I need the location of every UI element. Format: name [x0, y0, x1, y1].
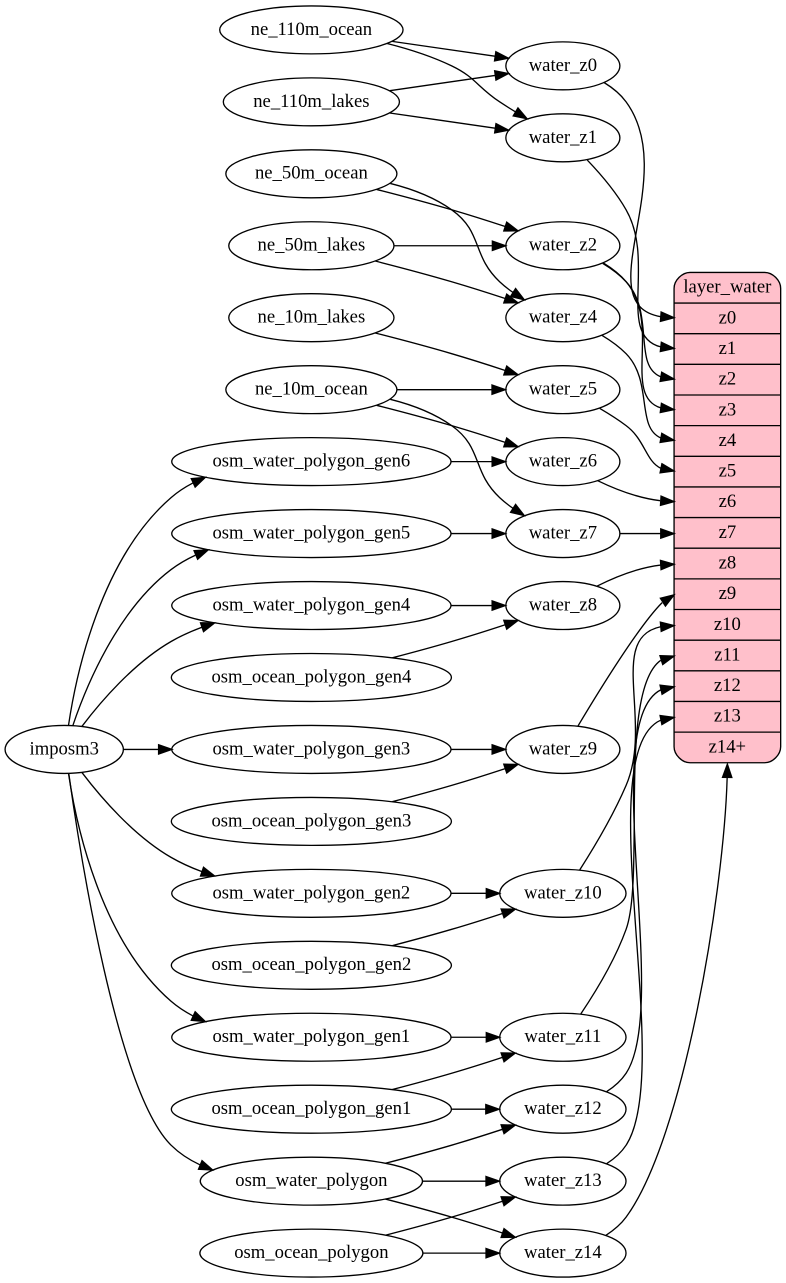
svg-text:water_z8: water_z8	[529, 594, 597, 615]
svg-text:water_z2: water_z2	[529, 235, 597, 256]
svg-text:z9: z9	[719, 583, 737, 604]
svg-text:water_z0: water_z0	[529, 55, 597, 76]
svg-text:z13: z13	[714, 706, 741, 727]
svg-text:z14+: z14+	[709, 736, 746, 757]
svg-text:osm_ocean_polygon_gen4: osm_ocean_polygon_gen4	[211, 666, 412, 687]
svg-text:z2: z2	[719, 369, 737, 390]
svg-text:water_z4: water_z4	[529, 307, 598, 328]
svg-text:z12: z12	[714, 675, 741, 696]
svg-text:osm_water_polygon_gen5: osm_water_polygon_gen5	[212, 522, 410, 543]
svg-text:osm_water_polygon_gen6: osm_water_polygon_gen6	[212, 451, 410, 472]
svg-text:water_z10: water_z10	[524, 882, 602, 903]
svg-text:z5: z5	[719, 461, 737, 482]
svg-text:osm_ocean_polygon: osm_ocean_polygon	[234, 1242, 389, 1263]
svg-text:osm_water_polygon: osm_water_polygon	[235, 1170, 388, 1191]
svg-text:water_z6: water_z6	[529, 451, 597, 472]
svg-text:z10: z10	[714, 614, 741, 635]
svg-text:water_z9: water_z9	[529, 738, 597, 759]
svg-text:osm_water_polygon_gen3: osm_water_polygon_gen3	[212, 738, 410, 759]
svg-text:water_z14: water_z14	[524, 1242, 602, 1263]
svg-text:osm_ocean_polygon_gen1: osm_ocean_polygon_gen1	[211, 1098, 411, 1119]
svg-text:z4: z4	[719, 430, 737, 451]
svg-text:z7: z7	[719, 522, 737, 543]
svg-text:ne_10m_lakes: ne_10m_lakes	[258, 307, 366, 328]
svg-text:osm_ocean_polygon_gen2: osm_ocean_polygon_gen2	[211, 954, 411, 975]
svg-text:ne_50m_lakes: ne_50m_lakes	[258, 235, 366, 256]
svg-text:osm_ocean_polygon_gen3: osm_ocean_polygon_gen3	[211, 810, 411, 831]
svg-text:z11: z11	[714, 644, 740, 665]
svg-text:osm_water_polygon_gen1: osm_water_polygon_gen1	[212, 1026, 410, 1047]
svg-text:z3: z3	[719, 399, 737, 420]
svg-text:water_z12: water_z12	[524, 1098, 602, 1119]
svg-text:ne_110m_ocean: ne_110m_ocean	[251, 19, 373, 40]
svg-text:z0: z0	[719, 307, 737, 328]
svg-text:layer_water: layer_water	[683, 277, 772, 298]
svg-text:z8: z8	[719, 552, 737, 573]
svg-text:ne_10m_ocean: ne_10m_ocean	[255, 379, 369, 400]
svg-text:water_z13: water_z13	[524, 1170, 602, 1191]
svg-text:z1: z1	[719, 338, 737, 359]
svg-text:water_z11: water_z11	[524, 1026, 601, 1047]
svg-text:imposm3: imposm3	[30, 738, 99, 759]
svg-text:z6: z6	[719, 491, 737, 512]
svg-text:osm_water_polygon_gen2: osm_water_polygon_gen2	[212, 882, 410, 903]
svg-text:ne_110m_lakes: ne_110m_lakes	[253, 91, 369, 112]
svg-text:osm_water_polygon_gen4: osm_water_polygon_gen4	[212, 594, 410, 615]
svg-text:ne_50m_ocean: ne_50m_ocean	[255, 163, 369, 184]
svg-text:water_z1: water_z1	[529, 127, 597, 148]
svg-text:water_z7: water_z7	[529, 522, 597, 543]
svg-text:water_z5: water_z5	[529, 379, 597, 400]
